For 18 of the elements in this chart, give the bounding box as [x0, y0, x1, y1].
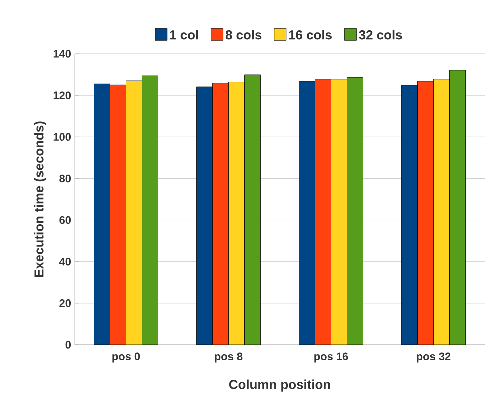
- y-tick-label: 140: [54, 50, 72, 58]
- legend-label: 8 cols: [226, 30, 262, 40]
- x-tick-label: pos 0: [112, 352, 140, 363]
- x-tick-label: pos 8: [215, 352, 243, 363]
- x-tick-label: pos 16: [314, 352, 348, 363]
- y-tick-label: 60: [60, 216, 72, 224]
- legend-label: 1 col: [170, 30, 198, 40]
- y-tick-label: 100: [54, 133, 72, 142]
- x-axis-title: Column position: [229, 380, 330, 392]
- y-tick-label: 40: [59, 258, 72, 266]
- y-axis-title: Execution time (seconds): [34, 122, 46, 278]
- y-tick-label: 120: [54, 92, 72, 100]
- legend-label: 16 cols: [289, 30, 332, 40]
- y-tick-label: 20: [60, 300, 72, 308]
- y-tick-label: 80: [60, 174, 72, 183]
- legend-label: 32 cols: [359, 30, 402, 40]
- x-tick-label: pos 32: [417, 352, 451, 363]
- y-tick-label: 0: [66, 341, 72, 349]
